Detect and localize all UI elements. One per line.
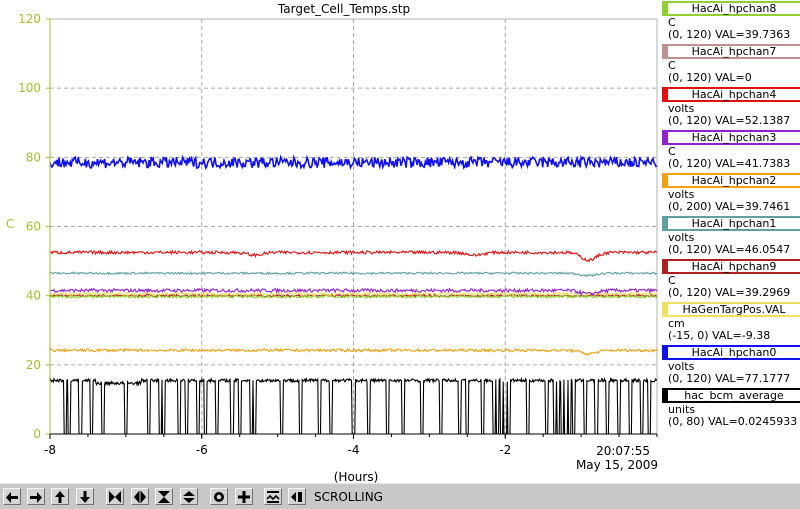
legend-name[interactable]: HacAi_hpchan7: [662, 44, 800, 59]
arrow-down-icon: [80, 491, 90, 503]
arrow-up-button[interactable]: [51, 488, 69, 505]
plus-icon: [238, 491, 250, 503]
y-tick-label: 20: [26, 358, 41, 372]
y-axis-label: C: [6, 217, 14, 231]
legend-item[interactable]: HacAi_hpchan9 C (0, 120) VAL=39.2969: [660, 258, 800, 305]
arrow-left-icon: [6, 492, 18, 503]
strip-chart[interactable]: Target_Cell_Temps.stp 0 20 40 60 80 100 120 -8 -…: [0, 0, 800, 483]
legend-unit: volts: [668, 188, 695, 201]
y-tick-label: 0: [33, 427, 41, 441]
legend-name[interactable]: HaGenTargPos.VAL: [662, 302, 800, 317]
zoom-out-vertical-icon: [183, 491, 195, 503]
legend-item[interactable]: HacAi_hpchan0 volts (0, 120) VAL=77.1777: [660, 344, 800, 391]
legend-range-value: (0, 120) VAL=0: [668, 71, 752, 84]
series-line-hacai-hpchan4: [49, 249, 658, 263]
arrow-up-icon: [55, 491, 65, 503]
axes: 0 20 40 60 80 100 120 -8 -6 -4 -2: [18, 12, 658, 457]
legend-range-value: (0, 120) VAL=41.7383: [668, 157, 791, 170]
status-label: SCROLLING: [314, 490, 383, 504]
series-line-hacai-hpchan2: [49, 347, 658, 356]
y-tick-label: 60: [26, 220, 41, 234]
zoom-in-horizontal-icon: [109, 491, 121, 503]
legend-name[interactable]: HacAi_hpchan2: [662, 173, 800, 188]
x-axis-label: (Hours): [334, 470, 379, 483]
legend-name[interactable]: HacAi_hpchan3: [662, 130, 800, 145]
circle-icon: [214, 492, 224, 502]
zoom-in-horizontal-button[interactable]: [106, 488, 124, 505]
plus-button[interactable]: [235, 488, 253, 505]
arrow-right-icon: [30, 492, 42, 503]
zoom-out-vertical-button[interactable]: [180, 488, 198, 505]
time-label: 20:07:55: [596, 444, 650, 458]
legend-item[interactable]: HacAi_hpchan4 volts (0, 120) VAL=52.1387: [660, 86, 800, 133]
legend-unit: cm: [668, 317, 685, 330]
legend-range-value: (-15, 0) VAL=-9.38: [668, 329, 771, 342]
legend-range-value: (0, 200) VAL=39.7461: [668, 200, 791, 213]
legend-range-value: (0, 120) VAL=46.0547: [668, 243, 791, 256]
legend-unit: C: [668, 16, 676, 29]
legend-item[interactable]: HacAi_hpchan7 C (0, 120) VAL=0: [660, 43, 800, 90]
series-line-hacai-hpchan8: [49, 294, 658, 300]
y-tick-label: 80: [26, 150, 41, 164]
autoscale-icon: [266, 491, 280, 503]
circle-button[interactable]: [210, 488, 228, 505]
legend-unit: volts: [668, 231, 695, 244]
toolbar: SCROLLING: [0, 483, 800, 509]
legend-unit: C: [668, 59, 676, 72]
x-tick-label: -8: [44, 443, 56, 457]
series-line-hacai-hpchan0: [49, 154, 658, 171]
series-line-hacai-hpchan1: [49, 270, 658, 278]
play-pause-icon: [291, 492, 302, 502]
legend-range-value: (0, 80) VAL=0.0245933: [668, 415, 798, 428]
legend-name[interactable]: HacAi_hpchan9: [662, 259, 800, 274]
legend-item[interactable]: HacAi_hpchan2 volts (0, 200) VAL=39.7461: [660, 172, 800, 219]
series-line-hacai-hpchan3: [49, 287, 658, 296]
legend-name[interactable]: HacAi_hpchan0: [662, 345, 800, 360]
zoom-in-vertical-icon: [158, 491, 170, 503]
x-tick-label: -2: [499, 443, 511, 457]
legend-item[interactable]: HacAi_hpchan8 C (0, 120) VAL=39.7363: [660, 0, 800, 47]
x-tick-label: -4: [348, 443, 360, 457]
legend-item[interactable]: HaGenTargPos.VAL cm (-15, 0) VAL=-9.38: [660, 301, 800, 348]
legend-item[interactable]: HacAi_hpchan3 C (0, 120) VAL=41.7383: [660, 129, 800, 176]
series-line-hagentargpos-val: [49, 291, 658, 297]
zoom-out-horizontal-button[interactable]: [131, 488, 149, 505]
arrow-left-button[interactable]: [3, 488, 21, 505]
legend-unit: volts: [668, 360, 695, 373]
legend-range-value: (0, 120) VAL=39.7363: [668, 28, 791, 41]
zoom-out-horizontal-icon: [134, 491, 146, 503]
y-tick-label: 100: [18, 81, 41, 95]
y-tick-label: 40: [26, 289, 41, 303]
legend-name[interactable]: HacAi_hpchan4: [662, 87, 800, 102]
legend-item[interactable]: hac_bcm_average units (0, 80) VAL=0.024593…: [660, 387, 800, 434]
date-label: May 15, 2009: [576, 458, 658, 472]
legend-name[interactable]: HacAi_hpchan8: [662, 1, 800, 16]
legend-range-value: (0, 120) VAL=77.1777: [668, 372, 791, 385]
play-pause-button[interactable]: [288, 488, 306, 505]
legend-name[interactable]: hac_bcm_average: [662, 388, 800, 403]
grid: [49, 18, 658, 435]
legend-item[interactable]: HacAi_hpchan1 volts (0, 120) VAL=46.0547: [660, 215, 800, 262]
legend-unit: C: [668, 145, 676, 158]
chart-title: Target_Cell_Temps.stp: [277, 2, 410, 16]
legend-unit: C: [668, 274, 676, 287]
legend-range-value: (0, 120) VAL=39.2969: [668, 286, 791, 299]
arrow-down-button[interactable]: [76, 488, 94, 505]
x-tick-label: -6: [196, 443, 208, 457]
autoscale-button[interactable]: [264, 488, 282, 505]
y-tick-label: 120: [18, 12, 41, 26]
legend-name[interactable]: HacAi_hpchan1: [662, 216, 800, 231]
legend-range-value: (0, 120) VAL=52.1387: [668, 114, 791, 127]
arrow-right-button[interactable]: [27, 488, 45, 505]
zoom-in-vertical-button[interactable]: [155, 488, 173, 505]
legend: HacAi_hpchan8 C (0, 120) VAL=39.7363 HacAi_…: [660, 0, 800, 430]
legend-unit: volts: [668, 102, 695, 115]
legend-unit: units: [668, 403, 696, 416]
